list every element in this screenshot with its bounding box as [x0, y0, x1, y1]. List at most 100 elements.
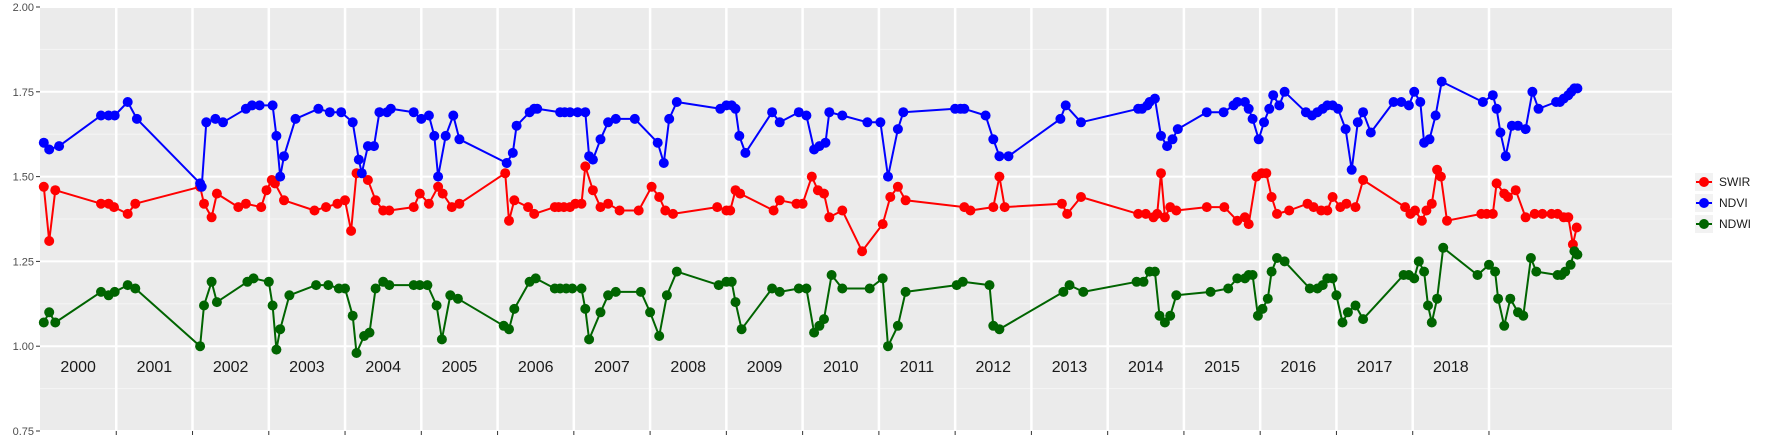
data-point-swir: [646, 181, 657, 192]
data-point-swir: [1563, 212, 1574, 223]
data-point-ndvi: [959, 103, 970, 114]
data-point-ndwi: [1484, 259, 1494, 270]
data-point-swir: [660, 205, 671, 216]
data-point-ndvi: [501, 158, 512, 168]
data-point-ndwi: [414, 280, 425, 291]
data-point-ndwi: [864, 283, 875, 294]
data-point-ndwi: [195, 341, 206, 352]
data-point-ndwi: [671, 266, 682, 277]
data-point-ndwi: [199, 300, 209, 311]
data-point-ndvi: [336, 107, 347, 118]
data-point-ndvi: [96, 110, 106, 121]
data-point-swir: [603, 198, 614, 209]
legend-key-point: [1699, 219, 1709, 229]
data-point-swir: [454, 198, 465, 209]
data-point-ndwi: [452, 293, 463, 304]
year-label: 2003: [289, 359, 325, 376]
data-point-swir: [1350, 202, 1361, 213]
year-label: 2001: [137, 359, 173, 376]
data-point-swir: [1537, 208, 1548, 219]
data-point-swir: [885, 192, 896, 202]
data-point-swir: [1571, 222, 1582, 233]
data-point-ndvi: [1259, 117, 1269, 128]
y-tick-label: 1.75: [13, 87, 34, 99]
data-point-ndvi: [1520, 124, 1531, 135]
data-point-ndwi: [610, 286, 621, 297]
data-point-ndvi: [44, 144, 55, 155]
data-point-ndwi: [1331, 290, 1342, 301]
legend-key-point: [1699, 177, 1709, 187]
data-point-ndwi: [370, 283, 381, 294]
data-point-ndwi: [323, 280, 334, 291]
data-point-ndwi: [1409, 273, 1420, 284]
data-point-ndwi: [580, 303, 591, 314]
data-point-ndvi: [131, 113, 142, 124]
data-point-ndwi: [1531, 266, 1542, 277]
data-point-ndvi: [1055, 113, 1066, 124]
data-point-ndvi: [1477, 97, 1488, 107]
data-point-ndwi: [1154, 310, 1165, 321]
data-point-ndvi: [448, 110, 459, 121]
data-point-swir: [806, 171, 817, 182]
data-point-swir: [1232, 215, 1243, 226]
data-point-ndvi: [54, 141, 65, 152]
data-point-ndvi: [408, 107, 419, 118]
data-point-swir: [340, 195, 350, 206]
data-point-ndwi: [1232, 273, 1243, 284]
data-point-ndwi: [654, 331, 665, 341]
data-point-swir: [1341, 198, 1352, 209]
year-labels: 2000 2001 2002 2003 2004 2005 2006 2007 2008 2009…: [60, 359, 1468, 376]
data-point-ndvi: [1424, 134, 1435, 145]
year-label: 2007: [594, 359, 630, 376]
y-tick-label: 1.00: [13, 341, 34, 353]
year-label: 2005: [442, 359, 478, 376]
series-swir: [38, 161, 1582, 257]
data-point-ndvi: [356, 168, 367, 179]
data-point-ndvi: [38, 137, 49, 148]
year-label: 2015: [1204, 359, 1240, 376]
data-point-swir: [38, 181, 49, 192]
data-point-swir: [122, 208, 133, 219]
data-point-ndwi: [645, 307, 656, 318]
data-point-swir: [774, 195, 785, 206]
data-point-ndwi: [1505, 293, 1516, 304]
data-point-swir: [384, 205, 395, 216]
data-point-ndvi: [875, 117, 886, 128]
data-point-ndwi: [1327, 273, 1338, 284]
data-point-ndvi: [988, 134, 999, 145]
data-point-ndvi: [595, 134, 606, 145]
data-point-ndwi: [50, 317, 61, 328]
data-point-swir: [654, 192, 665, 202]
data-point-swir: [109, 202, 119, 213]
data-point-ndvi: [1149, 93, 1160, 104]
data-point-swir: [1421, 205, 1432, 216]
data-point-swir: [1284, 205, 1295, 216]
data-point-ndwi: [957, 276, 968, 287]
data-point-ndvi: [1167, 134, 1178, 145]
data-point-ndwi: [431, 300, 442, 311]
year-label: 2002: [213, 359, 249, 376]
data-point-ndwi: [826, 270, 837, 280]
data-point-swir: [504, 215, 514, 226]
data-point-swir: [199, 198, 209, 209]
data-point-ndvi: [433, 171, 444, 182]
data-point-ndwi: [509, 303, 520, 314]
data-point-swir: [509, 195, 520, 206]
data-point-ndwi: [713, 280, 724, 291]
data-point-swir: [211, 188, 222, 199]
data-point-swir: [965, 205, 976, 216]
data-point-ndvi: [1415, 97, 1426, 107]
data-point-swir: [370, 195, 381, 206]
data-point-ndvi: [1218, 107, 1229, 118]
data-point-ndwi: [1499, 320, 1510, 331]
data-point-ndwi: [1171, 290, 1182, 301]
data-point-swir: [1219, 202, 1230, 213]
data-point-ndwi: [1518, 310, 1529, 321]
data-point-ndvi: [730, 103, 741, 114]
data-point-ndvi: [1243, 103, 1254, 114]
data-point-ndvi: [652, 137, 663, 148]
data-point-ndwi: [1472, 270, 1483, 280]
data-point-ndvi: [532, 103, 543, 114]
data-point-ndvi: [1513, 120, 1523, 131]
data-point-ndvi: [767, 107, 778, 118]
